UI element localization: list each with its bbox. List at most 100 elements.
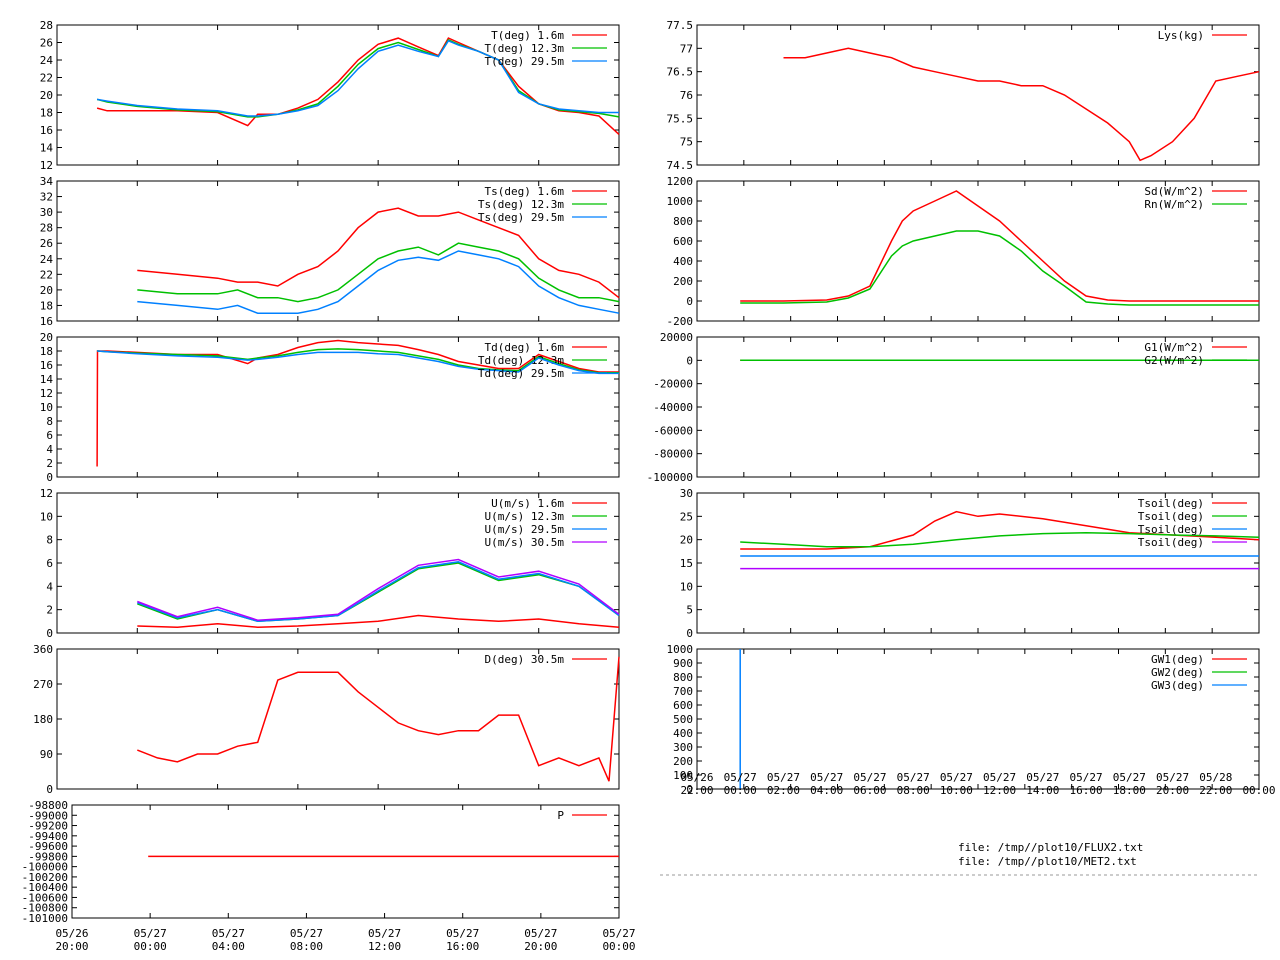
legend-label: Ts(deg) 12.3m [478,198,564,211]
legend-label: Ts(deg) 1.6m [485,185,565,198]
chart-panel-3: 0 2 4 6 8 10 12 U(m/s) 1.6mU(m/s) 12.3mU(m/s) 2… [40,487,620,640]
x-label-left-date: 05/27 [602,927,635,940]
legend-label: Td(deg) 1.6m [485,341,565,354]
y-tick-label: -99800 [28,850,68,863]
x-label-left-time: 20:00 [524,940,557,953]
series-line-2 [137,561,620,623]
x-label-right-time: 06:00 [853,784,886,797]
y-tick-label: 8 [46,534,53,547]
y-tick-label: -100000 [22,861,68,874]
legend-label: Sd(W/m^2) [1144,185,1204,198]
y-tick-label: 32 [40,191,53,204]
y-tick-label: 15 [680,557,693,570]
legend-label: Td(deg) 12.3m [478,354,564,367]
y-tick-label: 0 [686,354,693,367]
y-tick-label: 10 [40,510,53,523]
y-tick-label: -80000 [653,448,693,461]
y-tick-label: 12 [40,487,53,500]
legend-label: Tsoil(deg) [1138,497,1204,510]
legend-label: T(deg) 29.5m [485,55,565,68]
y-tick-label: -60000 [653,424,693,437]
x-label-left-date: 05/27 [290,927,323,940]
y-tick-label: 0 [46,783,53,796]
y-tick-label: 200 [673,275,693,288]
y-tick-label: 800 [673,671,693,684]
y-tick-label: 10 [40,401,53,414]
x-label-left-date: 05/27 [524,927,557,940]
plot-frame [56,648,620,790]
x-label-right-time: 04:00 [810,784,843,797]
y-tick-label: 25 [680,510,693,523]
y-tick-label: -99000 [28,809,68,822]
y-tick-label: 500 [673,713,693,726]
y-tick-label: 22 [40,268,53,281]
y-tick-label: 800 [673,215,693,228]
y-tick-label: 26 [40,237,53,250]
series-line-1 [137,562,620,623]
plot-frame [56,180,620,322]
legend-label: GW2(deg) [1151,666,1204,679]
y-tick-label: 600 [673,699,693,712]
y-tick-label: 0 [46,627,53,640]
y-tick-label: 30 [40,206,53,219]
series-line-2 [96,39,619,117]
series-line-3 [137,558,620,621]
y-tick-label: -200 [667,315,694,328]
x-label-left-date: 05/27 [446,927,479,940]
chart-panel-8: -100000 -80000 -60000 -40000 -20000 0 20000 G1(… [647,331,1260,484]
y-tick-label: -101000 [22,912,68,925]
y-tick-label: 20 [40,284,53,297]
y-tick-label: 1000 [667,195,694,208]
series-line-0 [137,656,620,782]
y-tick-label: 18 [40,299,53,312]
y-tick-label: 16 [40,124,53,137]
x-label-left-time: 16:00 [446,940,479,953]
x-label-right-time: 00:00 [724,784,757,797]
y-tick-label: 16 [40,359,53,372]
y-tick-label: 1200 [667,175,694,188]
x-label-right-time: 22:00 [1199,784,1232,797]
x-label-left-time: 04:00 [212,940,245,953]
legend-label: U(m/s) 12.3m [485,510,565,523]
y-tick-label: 1000 [667,643,694,656]
y-tick-label: 24 [40,54,54,67]
chart-panel-5: -101000-100800-100600-100400-100200-1000… [22,799,620,925]
y-tick-label: 270 [33,678,53,691]
y-tick-label: -100800 [22,902,68,915]
y-tick-label: 400 [673,727,693,740]
y-tick-label: 4 [46,580,53,593]
y-tick-label: 300 [673,741,693,754]
legend-label: G2(W/m^2) [1144,354,1204,367]
legend-label: U(m/s) 29.5m [485,523,565,536]
legend-label: GW1(deg) [1151,653,1204,666]
y-tick-label: 900 [673,657,693,670]
y-tick-label: 0 [46,471,53,484]
x-label-right-date: 05/27 [1113,771,1146,784]
x-label-right-time: 02:00 [767,784,800,797]
x-label-right-date: 05/27 [853,771,886,784]
y-tick-label: 12 [40,159,53,172]
y-tick-label: 700 [673,685,693,698]
y-tick-label: 76.5 [667,66,694,79]
legend-label: Tsoil(deg) [1138,523,1204,536]
y-tick-label: 75 [680,136,693,149]
x-label-left-date: 05/27 [134,927,167,940]
file-label-flux: file: /tmp//plot10/FLUX2.txt [958,841,1143,854]
legend-label: D(deg) 30.5m [485,653,565,666]
x-label-right-date: 05/27 [1026,771,1059,784]
y-tick-label: -100200 [22,871,68,884]
x-label-right-date: 05/27 [1156,771,1189,784]
series-line-1 [137,242,620,303]
x-label-right-time: 00:00 [1242,784,1275,797]
series-line-0 [783,47,1260,162]
x-label-left-time: 00:00 [602,940,635,953]
x-label-right-time: 22:00 [680,784,713,797]
y-tick-label: 12 [40,387,53,400]
x-label-left-time: 20:00 [55,940,88,953]
y-tick-label: 34 [40,175,54,188]
plot-frame [696,24,1260,166]
legend-label: Lys(kg) [1158,29,1204,42]
legend-label: P [557,809,564,822]
